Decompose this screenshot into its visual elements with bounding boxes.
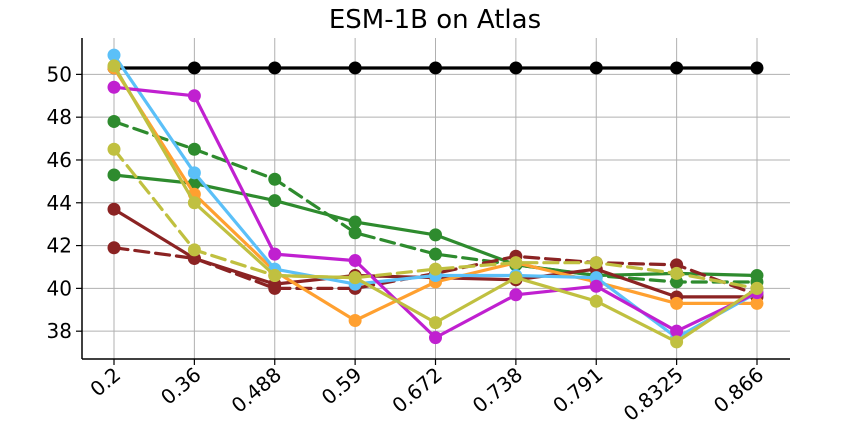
data-point [187, 196, 201, 210]
data-point [750, 269, 764, 283]
data-point [670, 324, 684, 338]
data-point [187, 243, 201, 257]
data-point [348, 215, 362, 229]
data-point [107, 241, 121, 255]
data-point [589, 61, 603, 75]
data-point [670, 61, 684, 75]
data-point [670, 335, 684, 349]
x-tick-label: 0.2 [85, 362, 125, 401]
y-tick-label: 42 [47, 234, 72, 258]
data-point [670, 296, 684, 310]
data-point [268, 247, 282, 261]
data-point [107, 168, 121, 182]
x-tick-label: 0.488 [227, 362, 286, 417]
x-tick-label: 0.791 [548, 362, 607, 417]
x-tick-label: 0.8325 [619, 362, 688, 425]
data-point [670, 266, 684, 280]
data-point [348, 226, 362, 240]
data-point [268, 172, 282, 186]
data-point [509, 256, 523, 270]
data-point [589, 279, 603, 293]
series-7 [107, 80, 764, 345]
data-point [187, 61, 201, 75]
data-point [187, 142, 201, 156]
x-tick-label: 0.738 [468, 362, 527, 417]
data-point [107, 114, 121, 128]
y-tick-label: 50 [47, 62, 72, 86]
axes [76, 38, 790, 365]
series-0 [107, 61, 764, 75]
data-point [107, 142, 121, 156]
data-point [107, 59, 121, 73]
data-point [268, 269, 282, 283]
data-point [429, 316, 442, 330]
data-point [187, 89, 201, 103]
x-tick-label: 0.672 [387, 362, 446, 417]
data-point [509, 271, 523, 285]
x-tick-label: 0.36 [156, 362, 206, 409]
data-point [589, 294, 603, 308]
series-1 [107, 114, 764, 289]
data-point [348, 61, 362, 75]
data-point [268, 61, 282, 75]
y-tick-label: 46 [47, 148, 72, 172]
series-line [112, 147, 759, 290]
chart-title: ESM-1B on Atlas [329, 5, 541, 35]
data-point [429, 61, 442, 75]
y-tick-label: 40 [47, 276, 72, 300]
data-point [509, 288, 523, 302]
data-point [589, 256, 603, 270]
data-point [429, 228, 442, 242]
x-tick-label: 0.59 [317, 362, 367, 409]
data-point [429, 331, 442, 345]
x-tick-label: 0.866 [709, 362, 768, 417]
data-point [107, 202, 121, 216]
data-point [429, 262, 442, 276]
grid [82, 38, 790, 359]
data-point [750, 296, 764, 310]
series-group [107, 48, 764, 349]
data-point [187, 166, 201, 180]
data-point [429, 247, 442, 261]
data-point [750, 281, 764, 295]
data-point [107, 80, 121, 94]
series-9 [107, 59, 764, 349]
data-point [268, 194, 282, 208]
data-point [509, 61, 523, 75]
y-tick-label: 38 [47, 319, 72, 343]
data-point [348, 254, 362, 268]
data-point [348, 313, 362, 327]
y-tick-label: 44 [47, 191, 72, 215]
y-tick-label: 48 [47, 105, 72, 129]
data-point [348, 271, 362, 285]
data-point [107, 48, 121, 62]
data-point [750, 61, 764, 75]
